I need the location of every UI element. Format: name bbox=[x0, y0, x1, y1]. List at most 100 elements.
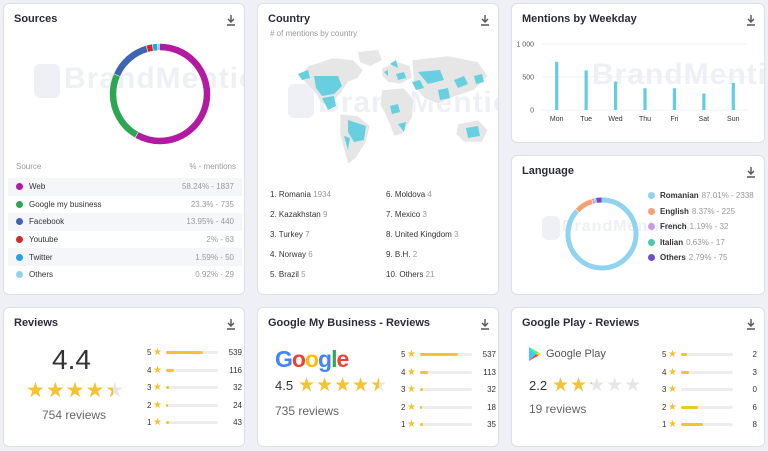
language-name: Others bbox=[660, 253, 686, 263]
country-name: Turkey bbox=[278, 230, 303, 239]
x-tick-label: Sun bbox=[727, 116, 740, 123]
download-icon[interactable] bbox=[226, 318, 236, 330]
bar-wed[interactable] bbox=[613, 81, 618, 110]
sources-donut-chart bbox=[109, 43, 211, 145]
sources-donut-slice-0[interactable] bbox=[109, 43, 211, 145]
weekday-card: BrandMentions Mentions by Weekday 1 0005… bbox=[511, 3, 765, 143]
rating-bar-track bbox=[680, 388, 733, 392]
country-list-item[interactable]: 10. Others 21 bbox=[386, 270, 435, 279]
rating-count: 24 bbox=[233, 400, 242, 410]
rating-bar-track bbox=[165, 421, 218, 425]
country-list-item[interactable]: 2. Kazakhstan 9 bbox=[270, 210, 327, 219]
rating-star-icon: ★★ bbox=[570, 375, 588, 396]
download-icon[interactable] bbox=[746, 14, 756, 26]
language-card: BrandMentions Language Romanian 87.01% - … bbox=[511, 155, 765, 295]
rating-star-number: 4 bbox=[401, 367, 406, 377]
google-play-logo: Google Play bbox=[528, 346, 606, 362]
rating-row: 5 ★ 537 bbox=[401, 346, 496, 364]
sources-row-value: 13.95% - 440 bbox=[186, 217, 234, 227]
star-icon: ★ bbox=[407, 349, 416, 361]
rating-star-icon: ★★ bbox=[606, 375, 624, 396]
reviews-score: 4.4 bbox=[52, 344, 91, 375]
download-icon[interactable] bbox=[480, 14, 490, 26]
language-row-others[interactable]: Others 2.79% - 75 bbox=[648, 250, 754, 266]
sources-row-twitter[interactable]: Twitter 1.59% - 50 bbox=[8, 248, 242, 266]
language-value: 2.79% - 75 bbox=[688, 253, 728, 263]
rating-count: 116 bbox=[229, 365, 242, 375]
download-icon[interactable] bbox=[746, 318, 756, 330]
gmb-reviews-title: Google My Business - Reviews bbox=[268, 317, 430, 329]
sources-table-header: Source % - mentions bbox=[16, 162, 236, 171]
country-list-item[interactable]: 9. B.H. 2 bbox=[386, 250, 417, 259]
gmb-reviews-distribution: 5 ★ 537 4 ★ 113 3 ★ 32 2 ★ 18 1 ★ 35 bbox=[401, 346, 496, 434]
country-list-item[interactable]: 1. Romania 1934 bbox=[270, 190, 331, 199]
country-list-item[interactable]: 5. Brazil 5 bbox=[270, 270, 306, 279]
world-map[interactable] bbox=[278, 46, 498, 171]
language-name: French bbox=[660, 222, 687, 232]
rating-row: 4 ★ 113 bbox=[401, 364, 496, 382]
rating-row: 1 ★ 35 bbox=[401, 416, 496, 434]
gmb-reviews-count: 735 reviews bbox=[275, 404, 340, 418]
rating-star-icon: ★★ bbox=[85, 379, 105, 402]
sources-row-others[interactable]: Others 0.92% - 29 bbox=[8, 266, 242, 284]
star-icon: ★ bbox=[153, 417, 162, 429]
google-play-icon bbox=[529, 347, 541, 361]
rating-bar-track bbox=[419, 388, 472, 392]
sources-row-web[interactable]: Web 58.24% - 1837 bbox=[8, 178, 242, 196]
rating-star-icon: ★★ bbox=[588, 375, 606, 396]
bar-fri[interactable] bbox=[672, 88, 677, 110]
language-row-italian[interactable]: Italian 0.63% - 17 bbox=[648, 235, 754, 251]
gplay-reviews-distribution: 5 ★ 2 4 ★ 3 3 ★ 0 2 ★ 6 1 ★ 8 bbox=[662, 346, 757, 434]
rating-star-number: 3 bbox=[147, 383, 152, 393]
sources-row-value: 1.59% - 50 bbox=[195, 252, 234, 262]
bar-thu[interactable] bbox=[643, 88, 647, 110]
country-list-item[interactable]: 7. Mexico 3 bbox=[386, 210, 427, 219]
country-card: BrandMentions Country # of mentions by c… bbox=[257, 3, 499, 295]
sources-row-youtube[interactable]: Youtube 2% - 63 bbox=[8, 231, 242, 249]
rating-bar-fill bbox=[165, 368, 174, 372]
bar-mon[interactable] bbox=[555, 61, 559, 110]
download-icon[interactable] bbox=[226, 14, 236, 26]
download-icon[interactable] bbox=[746, 166, 756, 178]
google-play-logo-text: Google Play bbox=[546, 348, 606, 360]
sources-row-google-my-business[interactable]: Google my business 23.3% - 735 bbox=[8, 196, 242, 214]
rating-star-icon: ★★ bbox=[552, 375, 570, 396]
rating-star-icon: ★★ bbox=[352, 375, 370, 396]
sources-donut-slice-1[interactable] bbox=[109, 43, 211, 145]
bar-sat[interactable] bbox=[702, 93, 706, 111]
country-rank: 5. bbox=[270, 270, 277, 279]
country-count: 3 bbox=[422, 210, 427, 219]
country-count: 5 bbox=[301, 270, 306, 279]
language-row-english[interactable]: English 8.37% - 225 bbox=[648, 204, 754, 220]
google-logo-text: Google bbox=[275, 346, 348, 373]
rating-bar-fill bbox=[680, 405, 698, 409]
country-count: 3 bbox=[454, 230, 459, 239]
rating-count: 113 bbox=[483, 367, 496, 377]
rating-star-icon: ★★ bbox=[298, 375, 316, 396]
reviews-distribution: 5 ★ 539 4 ★ 116 3 ★ 32 2 ★ 24 1 ★ 43 bbox=[147, 344, 242, 432]
country-name: Others bbox=[399, 270, 424, 279]
country-list-item[interactable]: 4. Norway 6 bbox=[270, 250, 313, 259]
bar-sun[interactable] bbox=[731, 82, 735, 110]
language-row-french[interactable]: French 1.19% - 32 bbox=[648, 219, 754, 235]
rating-bar-fill bbox=[419, 423, 423, 427]
rating-star-number: 1 bbox=[147, 418, 152, 428]
country-list-item[interactable]: 6. Moldova 4 bbox=[386, 190, 432, 199]
rating-bar-track bbox=[165, 368, 218, 372]
sources-row-label: Youtube bbox=[29, 235, 59, 245]
rating-star-icon: ★★ bbox=[624, 375, 642, 396]
country-rank: 2. bbox=[270, 210, 277, 219]
country-list-item[interactable]: 3. Turkey 7 bbox=[270, 230, 310, 239]
rating-bar-track bbox=[680, 405, 733, 409]
language-donut-slice-0[interactable] bbox=[565, 197, 639, 271]
reviews-title: Reviews bbox=[14, 317, 59, 329]
sources-row-facebook[interactable]: Facebook 13.95% - 440 bbox=[8, 213, 242, 231]
star-icon: ★ bbox=[668, 366, 677, 378]
language-row-romanian[interactable]: Romanian 87.01% - 2338 bbox=[648, 188, 754, 204]
language-list: Romanian 87.01% - 2338 English 8.37% - 225 F… bbox=[648, 188, 754, 266]
rating-count: 3 bbox=[752, 367, 757, 377]
country-list-item[interactable]: 8. United Kingdom 3 bbox=[386, 230, 459, 239]
download-icon[interactable] bbox=[480, 318, 490, 330]
bar-tue[interactable] bbox=[584, 70, 588, 110]
country-count: 9 bbox=[322, 210, 328, 219]
